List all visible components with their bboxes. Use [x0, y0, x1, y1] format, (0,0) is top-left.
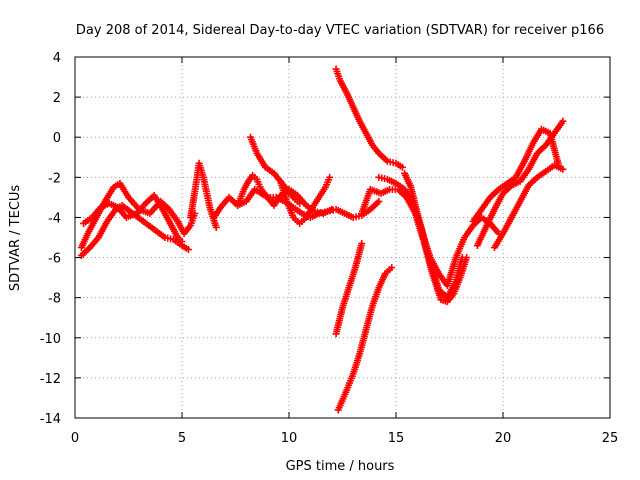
data-point	[178, 238, 186, 246]
data-point	[184, 246, 192, 254]
data-point	[559, 117, 567, 125]
y-tick-label: -10	[40, 332, 61, 347]
data-point	[375, 197, 383, 205]
series-track-k	[334, 264, 396, 414]
data-point	[388, 264, 396, 272]
x-tick-label: 10	[281, 431, 298, 446]
series-track-q	[490, 161, 567, 252]
series-track-p	[473, 117, 567, 250]
plot-border	[74, 56, 611, 419]
data-point	[358, 240, 366, 248]
x-tick-label: 25	[602, 431, 619, 446]
x-tick-label: 20	[495, 431, 512, 446]
x-tick-label: 5	[178, 431, 186, 446]
data-point	[328, 205, 336, 213]
series-track-j	[332, 240, 366, 338]
x-axis-label: GPS time / hours	[286, 459, 395, 474]
y-axis-label: SDTVAR / TECUs	[8, 185, 23, 292]
y-tick-label: 0	[53, 131, 61, 146]
data-point	[212, 223, 220, 231]
y-tick-label: -6	[48, 252, 61, 267]
data-series	[77, 65, 567, 414]
series-track-i	[332, 65, 406, 171]
series-track-o	[469, 125, 563, 225]
y-tick-label: -8	[48, 292, 61, 307]
series-track-d	[187, 159, 220, 231]
data-point	[458, 254, 466, 262]
y-tick-label: -14	[40, 412, 61, 427]
data-point	[398, 163, 406, 171]
plot-frame	[74, 56, 611, 419]
chart-title: Day 208 of 2014, Sidereal Day-to-day VTE…	[76, 23, 604, 38]
x-axis-ticks: 0 5 10 15 20 25	[71, 57, 618, 446]
x-tick-label: 0	[71, 431, 79, 446]
y-tick-label: -2	[48, 171, 61, 186]
data-point	[326, 173, 334, 181]
data-point	[559, 165, 567, 173]
series-track-c	[80, 191, 186, 246]
y-tick-label: -12	[40, 372, 61, 387]
series-track-h	[234, 171, 336, 217]
x-tick-label: 15	[388, 431, 405, 446]
y-tick-label: 4	[53, 51, 61, 66]
grid-lines	[75, 57, 610, 418]
y-tick-label: 2	[53, 91, 61, 106]
y-tick-label: -4	[48, 211, 61, 226]
y-axis-ticks: 4 2 0 -2 -4 -6 -8 -10 -12 -14	[40, 51, 610, 427]
